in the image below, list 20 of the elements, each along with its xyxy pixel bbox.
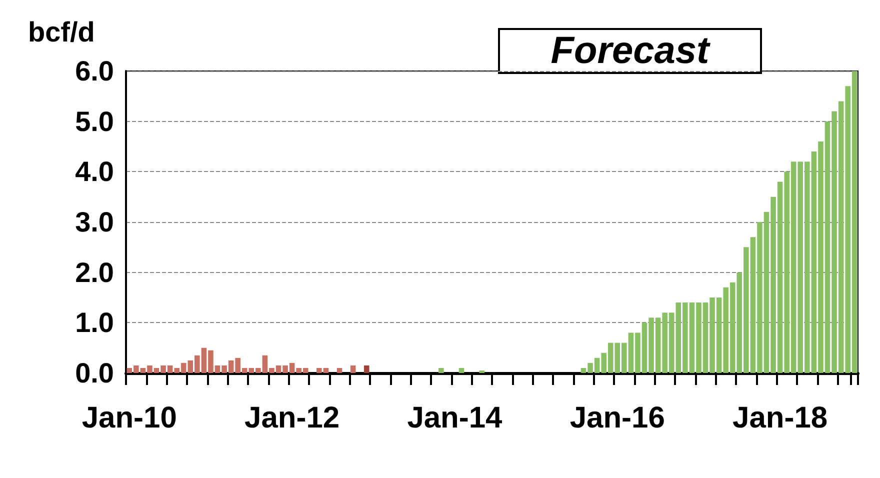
x-tick-label: Jan-12 [244,402,340,434]
annotation: Forecast [550,30,711,72]
bar [350,365,356,373]
x-tick-label: Jan-14 [407,402,503,434]
bar [479,370,484,373]
bar [438,368,444,373]
x-tick-label: Jan-10 [82,402,177,434]
y-tick-label: 1.0 [75,307,114,338]
bar [458,368,464,373]
y-tick-label: 5.0 [75,106,114,137]
y-tick-label: 6.0 [75,56,114,86]
y-tick-label: 0.0 [75,358,114,388]
x-tick-label: Jan-18 [732,402,828,434]
y-tick-label: 3.0 [75,206,114,238]
y-tick-label: 2.0 [75,256,114,288]
bar [336,368,342,373]
y-axis-title: bcf/d [28,16,95,48]
x-tick-label: Jan-16 [570,402,665,434]
bar [364,365,370,373]
y-tick-label: 4.0 [75,156,114,188]
